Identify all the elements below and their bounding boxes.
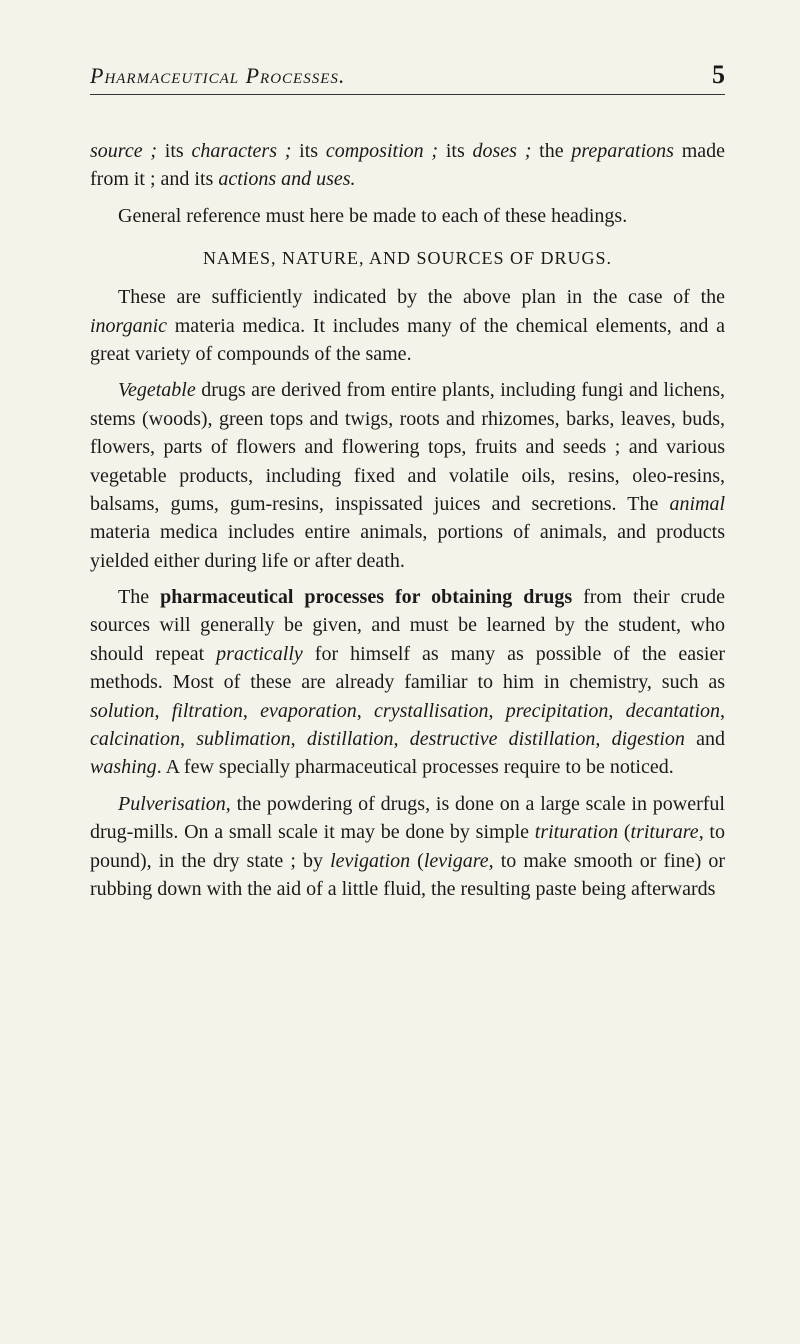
text-italic: destructive distillation: [410, 728, 596, 750]
text-italic: precipitation: [506, 700, 609, 722]
text: (: [410, 850, 424, 872]
text-italic: trituration: [535, 821, 618, 843]
text: materia medica includes entire animals, …: [90, 521, 725, 571]
text-italic: washing: [90, 756, 157, 778]
text: and: [685, 728, 725, 750]
text: ,: [394, 728, 410, 750]
page-number: 5: [712, 60, 725, 90]
text: its: [291, 140, 325, 162]
text: (: [618, 821, 630, 843]
text: its: [438, 140, 472, 162]
text-italic: calcination: [90, 728, 180, 750]
text-italic: composition ;: [326, 140, 438, 162]
text: materia medica. It includes many of the …: [90, 315, 725, 365]
text: ,: [595, 728, 611, 750]
text: The: [118, 586, 160, 608]
text-italic: inorganic: [90, 315, 167, 337]
text-italic: source ;: [90, 140, 157, 162]
text: ,: [154, 700, 171, 722]
text-italic: preparations: [571, 140, 674, 162]
text-italic: distillation: [307, 728, 394, 750]
text: ,: [720, 700, 725, 722]
text-italic: actions and uses.: [218, 168, 355, 190]
text: the: [531, 140, 571, 162]
text: . A few specially pharmaceutical process…: [157, 756, 674, 778]
paragraph-1: source ; its characters ; its compositio…: [90, 137, 725, 194]
text-italic: Pulverisation: [118, 793, 226, 815]
section-heading: NAMES, NATURE, AND SOURCES OF DRUGS.: [90, 248, 725, 269]
text-italic: characters ;: [191, 140, 291, 162]
paragraph-6: Pulverisation, the powdering of drugs, i…: [90, 790, 725, 904]
text-italic: animal: [669, 493, 725, 515]
page-header: Pharmaceutical Processes. 5: [90, 60, 725, 95]
text-italic: sublimation: [196, 728, 290, 750]
text: ,: [488, 700, 505, 722]
text-bold: pharmaceutical processes for obtaining d…: [160, 586, 572, 608]
text: ,: [180, 728, 196, 750]
text-italic: triturare: [631, 821, 699, 843]
text-italic: digestion: [612, 728, 685, 750]
paragraph-2: General reference must here be made to e…: [90, 202, 725, 230]
text-italic: filtration: [172, 700, 243, 722]
text-italic: decantation: [626, 700, 720, 722]
text: ,: [608, 700, 625, 722]
text-italic: levigare: [424, 850, 489, 872]
text-italic: solution: [90, 700, 154, 722]
text: ,: [243, 700, 260, 722]
text: ,: [291, 728, 307, 750]
text-italic: practically: [216, 643, 303, 665]
text-italic: crystallisation: [374, 700, 488, 722]
header-title: Pharmaceutical Processes.: [90, 63, 345, 89]
text: its: [157, 140, 191, 162]
paragraph-4: Vegetable drugs are derived from entire …: [90, 376, 725, 575]
text-italic: Vegetable: [118, 379, 196, 401]
text-italic: doses ;: [473, 140, 532, 162]
paragraph-5: The pharmaceutical processes for obtaini…: [90, 583, 725, 782]
text: These are sufficiently indicated by the …: [118, 286, 725, 308]
text-italic: levigation: [330, 850, 410, 872]
paragraph-3: These are sufficiently indicated by the …: [90, 283, 725, 368]
text-italic: evaporation: [260, 700, 357, 722]
text: ,: [357, 700, 374, 722]
